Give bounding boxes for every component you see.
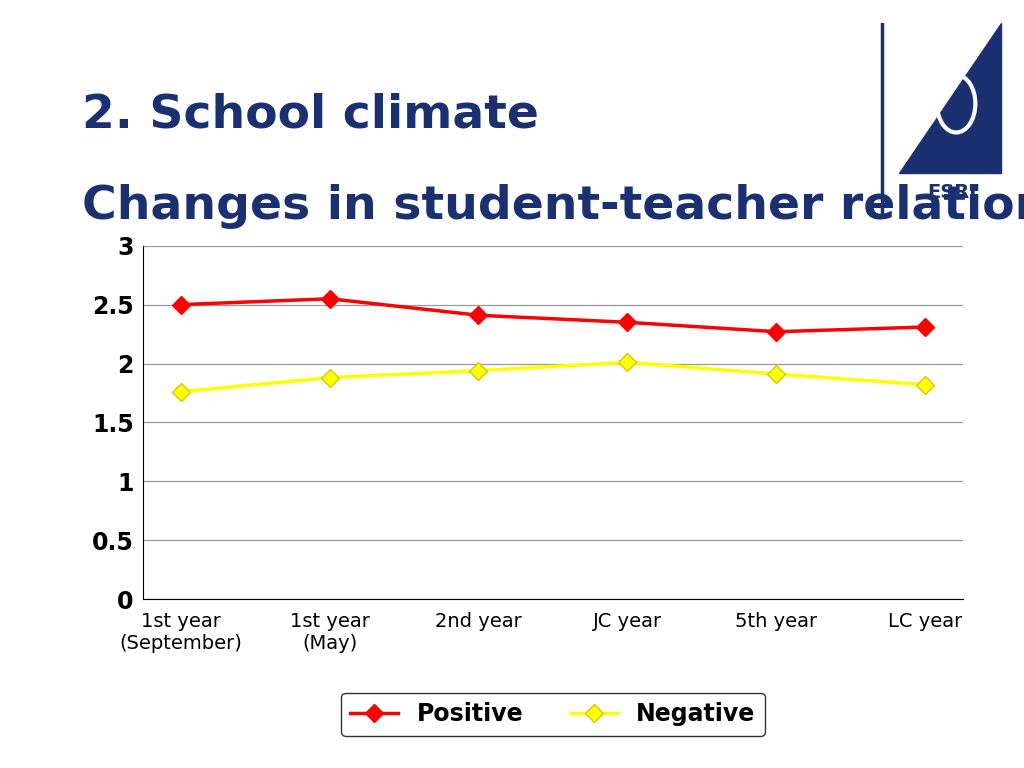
Text: Changes in student-teacher relations: Changes in student-teacher relations xyxy=(82,184,1024,230)
Text: 2. School climate: 2. School climate xyxy=(82,92,539,137)
Legend: Positive, Negative: Positive, Negative xyxy=(341,693,765,736)
Text: ESRI: ESRI xyxy=(928,183,977,201)
Polygon shape xyxy=(899,23,1001,173)
